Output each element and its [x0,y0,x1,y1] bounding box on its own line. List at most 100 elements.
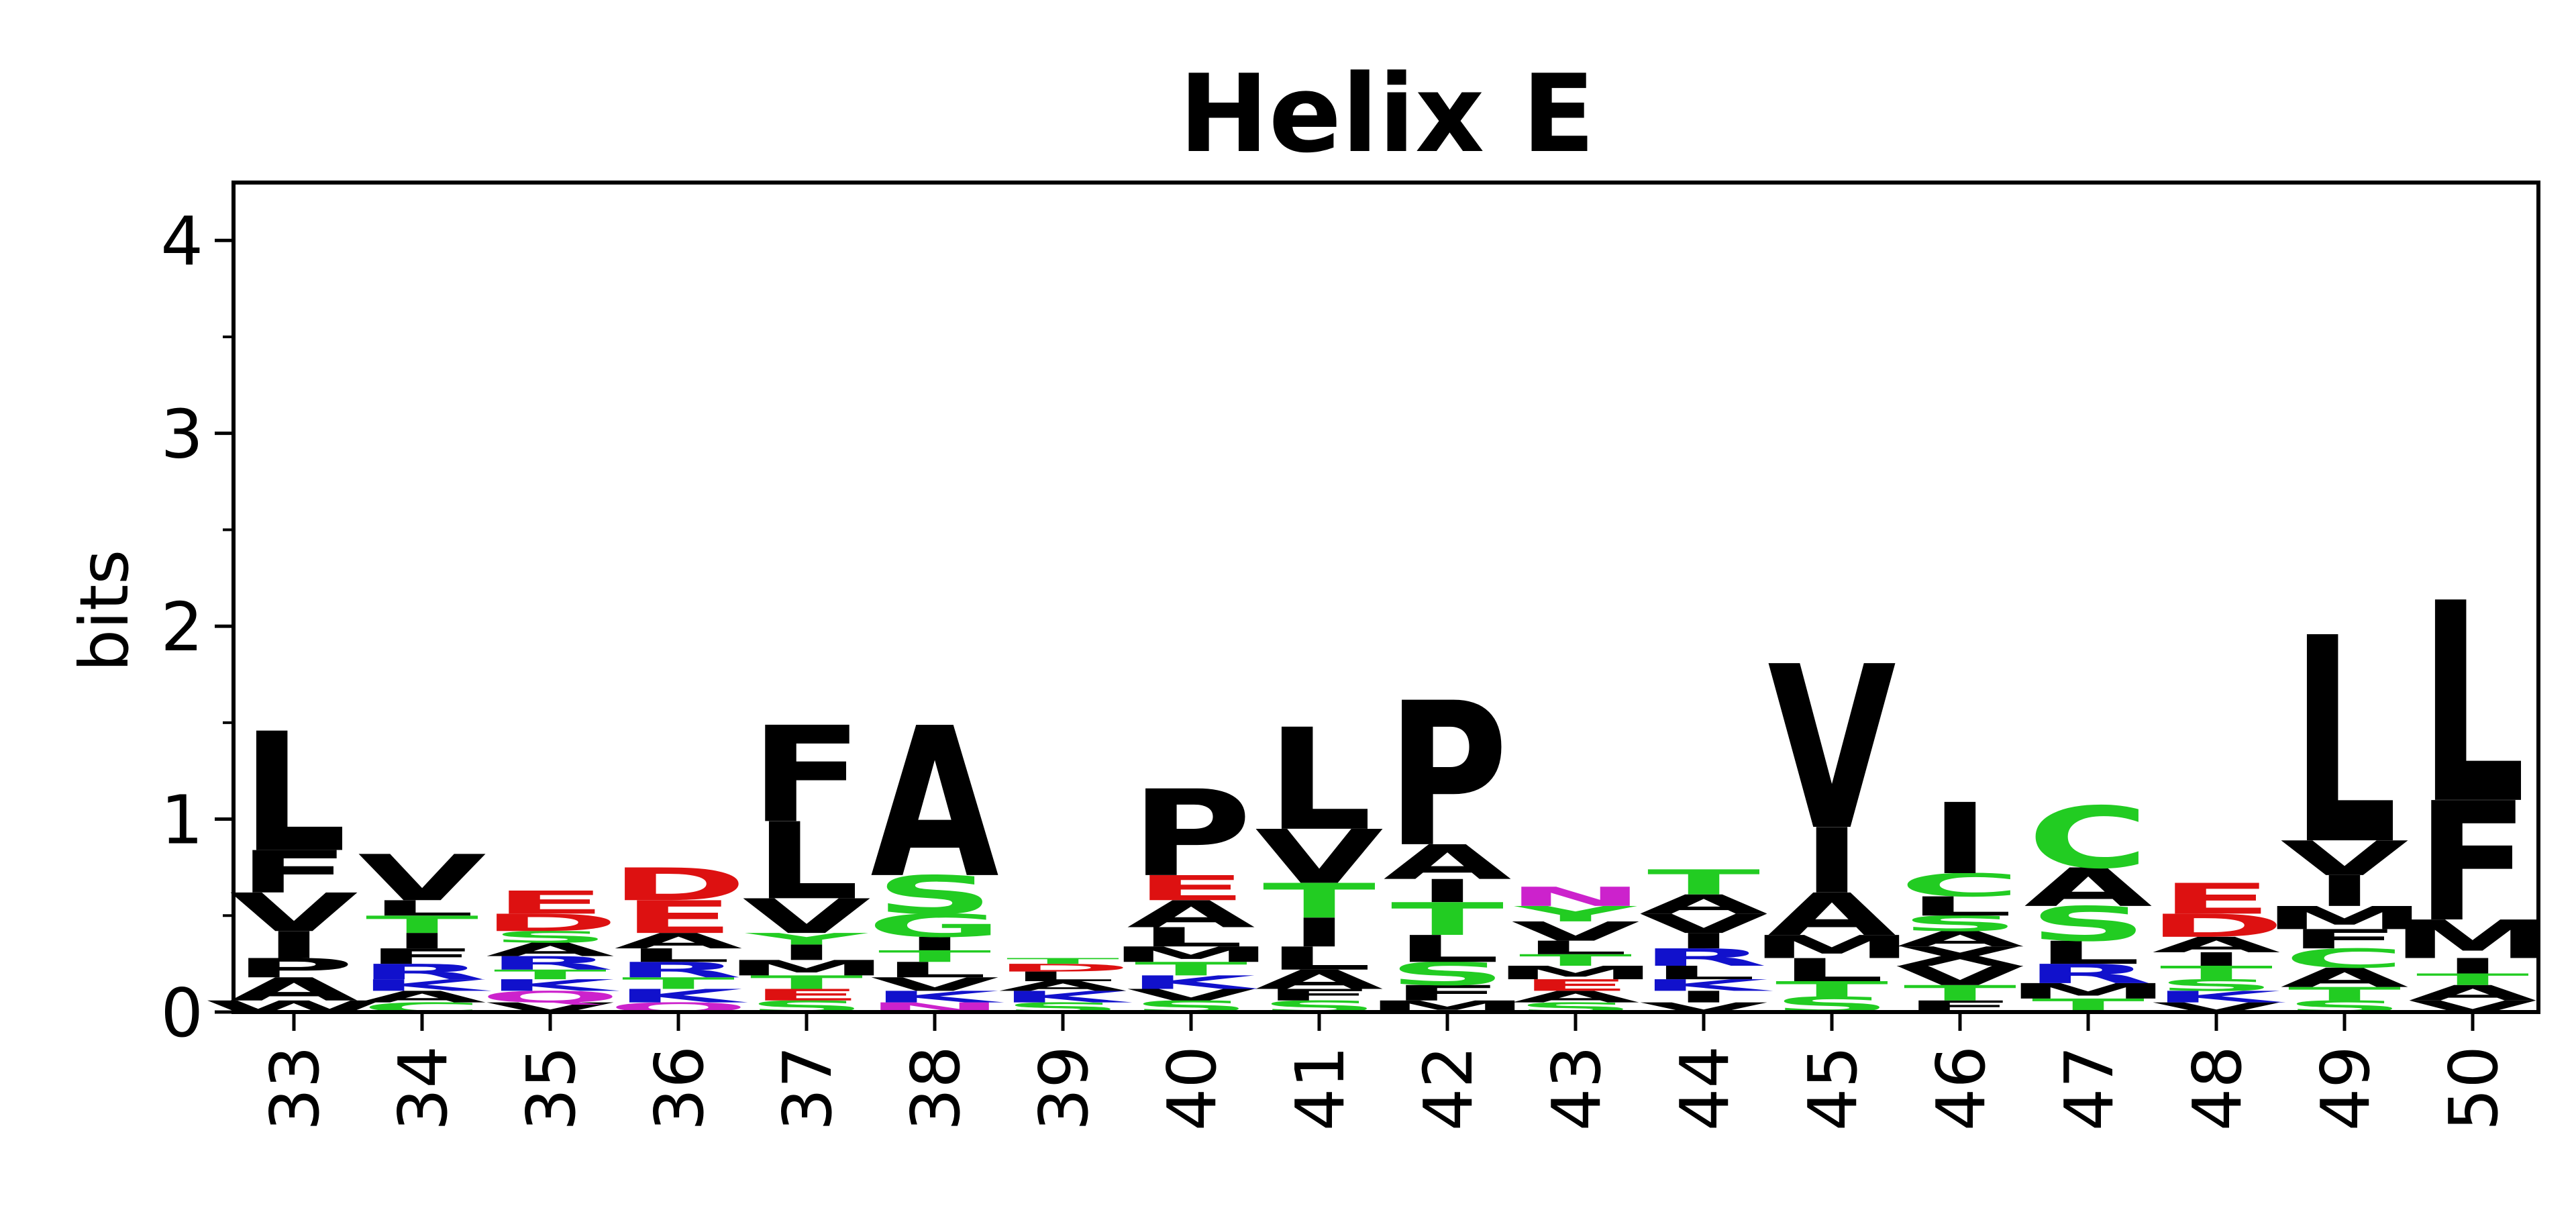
logo-letter: K [2152,988,2286,1006]
logo-letter: A [1255,964,1383,995]
logo-letter: M [1493,962,1658,984]
logo-letter: A [870,684,1000,924]
logo-letter: L [1010,969,1116,985]
logo-letter: A [1639,889,1767,920]
logo-letter: A [998,978,1127,994]
y-tick-label: 0 [160,974,203,1052]
x-tick-label: 36 [640,1046,719,1131]
logo-letter: I [776,940,837,965]
x-tick-label: 50 [2434,1046,2513,1131]
logo-letter: K [1639,976,1773,995]
logo-letter: L [2291,578,2398,907]
logo-letter: A [1383,835,1511,891]
logo-letter: A [2408,980,2536,1005]
logo-letter: T [2160,962,2273,984]
logo-letter: I [904,934,966,955]
x-tick-label: 35 [512,1046,590,1131]
logo-letter: K [870,988,1004,1006]
logo-letter: T [1904,980,2017,1005]
chart-title: Helix E [1179,51,1595,177]
logo-letter: T [750,972,864,993]
logo-letter: T [878,947,992,965]
x-tick-label: 41 [1281,1046,1359,1131]
logo-letter: S [1900,911,2020,936]
logo-letter: A [614,929,742,954]
x-tick-label: 49 [2306,1046,2385,1131]
y-tick-label: 4 [160,202,203,281]
logo-letter: T [1647,862,1761,903]
logo-letter: A [2152,933,2280,958]
logo-letter: V [1896,960,2024,991]
logo-letter: M [2390,909,2555,970]
logo-letter: D [994,962,1131,974]
logo-letter: S [875,865,994,926]
logo-letter: L [1523,937,1629,958]
x-axis-ticks: 33 34 35 36 37 38 39 40 41 42 43 44 45 46 47 48 49 50 [256,1012,2513,1131]
logo-letter: K [1127,972,1261,993]
logo-letter: V [1255,814,1383,900]
logo-letter: K [486,976,620,995]
x-tick-label: 40 [1153,1046,1231,1131]
logo-letter: M [724,956,889,980]
logo-letter: T [494,967,607,983]
logo-letter: A [2024,857,2152,918]
logo-letter: T [1007,956,1120,966]
logo-letter: Q [480,988,621,1006]
logo-letter: K [614,985,748,1007]
logo-letter: T [366,911,479,938]
logo-letter: E [1135,868,1248,909]
x-tick-label: 33 [256,1046,334,1131]
logo-letter: A [2280,962,2408,993]
logo-letter: V [1511,916,1639,947]
logo-letter: A [486,939,614,960]
logo-letter: S [2157,976,2276,995]
logo-letter: E [2160,874,2273,923]
plot-frame [231,181,2540,1014]
logo-letter: L [1266,699,1372,862]
logo-letter: P [1130,764,1251,903]
x-tick-label: 47 [2050,1046,2128,1131]
logo-letter: T [1775,977,1889,1002]
x-tick-label: 44 [1665,1046,1744,1131]
logo-letter: N [1506,881,1645,912]
logo-letter: I [1416,872,1478,909]
logo-letter: I [1801,809,1863,913]
logo-letter: F [238,838,351,906]
logo-letter: D [609,858,747,911]
logo-letter: V [1127,986,1255,1004]
x-tick-label: 38 [896,1046,975,1131]
y-tick-label: 1 [160,781,203,860]
x-tick-label: 39 [1025,1046,1103,1131]
logo-letter: D [2147,907,2285,944]
x-tick-label: 45 [1794,1046,1872,1131]
logo-letter: L [882,958,988,983]
logo-letter: X [1896,942,2024,972]
logo-letter: T [1135,958,1248,980]
x-tick-label: 34 [384,1046,462,1131]
logo-letter: Y [1514,902,1638,927]
logo-letter: M [2262,900,2427,937]
logo-letter: E [622,891,735,944]
logo-letter: L [1138,922,1244,953]
logo-letter: S [1388,956,1507,993]
logo-stacks: WAPIVFLCAKRFITLVVQKTRASDEQKTRLAEDSETMIYV… [203,545,2555,1017]
logo-letter: C [1899,867,2020,904]
logo-letter: L [1907,891,2013,922]
logo-letter: F [366,944,479,969]
logo-letter: M [1749,929,1914,966]
logo-letter: A [1896,927,2024,952]
y-tick-label: 3 [160,395,203,474]
logo-letter: G [867,907,1003,944]
logo-letter: I [2442,954,2504,978]
logo-letter: L [625,945,731,966]
logo-letter: T [1519,951,1633,969]
logo-letter: V [870,974,998,995]
logo-letter: L [1394,927,1500,970]
logo-letter: I [1673,988,1735,1006]
logo-letter: E [494,885,607,921]
logo-letter: M [2006,979,2171,1004]
logo-letter: T [1263,873,1376,929]
x-tick-label: 37 [768,1046,847,1131]
logo-letter: R [1640,944,1767,971]
